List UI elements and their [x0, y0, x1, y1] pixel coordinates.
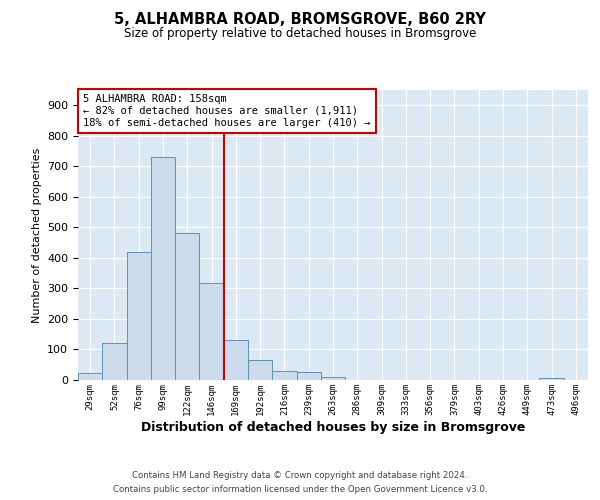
- Bar: [199, 283, 224, 380]
- Bar: [175, 234, 199, 380]
- Bar: [272, 371, 296, 380]
- Bar: [539, 378, 564, 380]
- Text: 5, ALHAMBRA ROAD, BROMSGROVE, B60 2RY: 5, ALHAMBRA ROAD, BROMSGROVE, B60 2RY: [114, 12, 486, 28]
- Text: 5 ALHAMBRA ROAD: 158sqm
← 82% of detached houses are smaller (1,911)
18% of semi: 5 ALHAMBRA ROAD: 158sqm ← 82% of detache…: [83, 94, 371, 128]
- Bar: [224, 340, 248, 380]
- Bar: [127, 252, 151, 380]
- Bar: [151, 157, 175, 380]
- Bar: [78, 374, 102, 380]
- Bar: [321, 377, 345, 380]
- Text: Contains public sector information licensed under the Open Government Licence v3: Contains public sector information licen…: [113, 484, 487, 494]
- Text: Size of property relative to detached houses in Bromsgrove: Size of property relative to detached ho…: [124, 28, 476, 40]
- Bar: [248, 360, 272, 380]
- Text: Distribution of detached houses by size in Bromsgrove: Distribution of detached houses by size …: [141, 421, 525, 434]
- Bar: [296, 372, 321, 380]
- Text: Contains HM Land Registry data © Crown copyright and database right 2024.: Contains HM Land Registry data © Crown c…: [132, 472, 468, 480]
- Bar: [102, 343, 127, 380]
- Y-axis label: Number of detached properties: Number of detached properties: [32, 148, 41, 322]
